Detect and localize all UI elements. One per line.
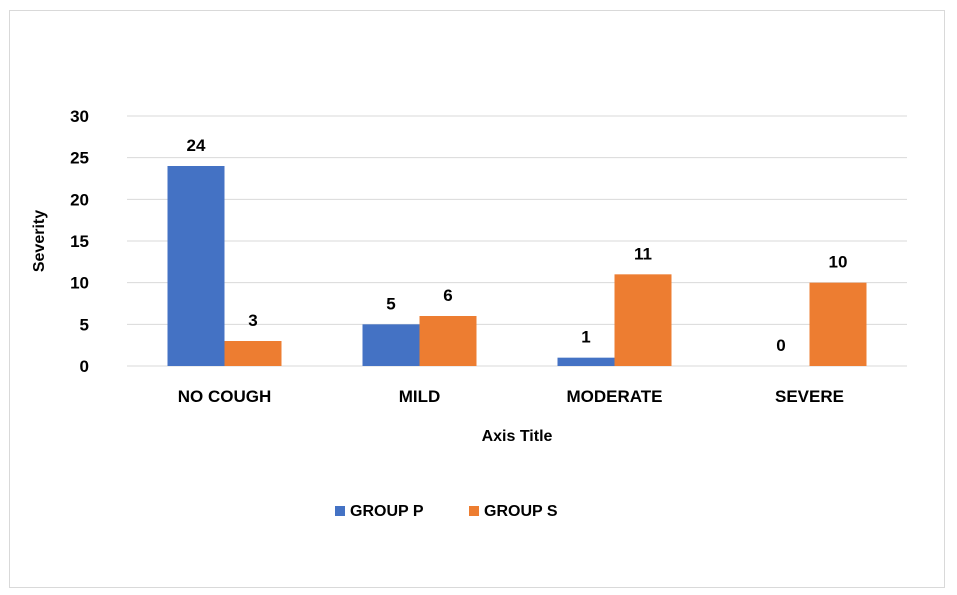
chart-frame [9, 10, 945, 588]
bar-group-s-moderate [614, 274, 672, 366]
x-tick-label-severe: SEVERE [775, 387, 844, 406]
y-tick-label-25: 25 [70, 149, 89, 168]
bar-group-s-mild [419, 316, 477, 366]
bars [167, 166, 867, 366]
legend-label-group-s: GROUP S [484, 503, 558, 520]
y-axis-ticks: 0 5 10 15 20 25 30 [70, 107, 89, 376]
y-tick-label-30: 30 [70, 107, 89, 126]
y-axis-title: Severity [31, 210, 48, 272]
legend: GROUP P GROUP S [335, 503, 558, 520]
x-axis-title: Axis Title [482, 428, 553, 445]
data-label-group-p-no-cough: 24 [187, 136, 206, 155]
y-tick-label-0: 0 [80, 357, 89, 376]
data-label-group-p-moderate: 1 [581, 328, 590, 347]
bar-group-s-severe [809, 282, 867, 366]
bar-group-p-no-cough [167, 166, 225, 366]
legend-swatch-group-s [469, 506, 479, 516]
gridlines [127, 115, 907, 367]
x-tick-label-moderate: MODERATE [566, 387, 662, 406]
y-tick-label-5: 5 [80, 315, 89, 334]
bar-group-s-no-cough [224, 341, 282, 366]
x-tick-label-mild: MILD [399, 387, 441, 406]
data-label-group-s-moderate: 11 [634, 244, 652, 263]
y-tick-label-15: 15 [70, 232, 89, 251]
x-tick-label-no-cough: NO COUGH [178, 387, 272, 406]
data-label-group-p-mild: 5 [386, 294, 395, 313]
data-label-group-s-severe: 10 [829, 253, 848, 272]
data-label-group-s-mild: 6 [443, 286, 452, 305]
legend-label-group-p: GROUP P [350, 503, 424, 520]
legend-swatch-group-p [335, 506, 345, 516]
data-label-group-s-no-cough: 3 [248, 311, 257, 330]
bar-group-p-mild [362, 324, 420, 366]
data-label-group-p-severe: 0 [776, 336, 785, 355]
x-axis-ticks: NO COUGH MILD MODERATE SEVERE [178, 387, 844, 406]
bar-group-p-moderate [557, 357, 615, 366]
y-tick-label-20: 20 [70, 190, 89, 209]
y-tick-label-10: 10 [70, 274, 89, 293]
